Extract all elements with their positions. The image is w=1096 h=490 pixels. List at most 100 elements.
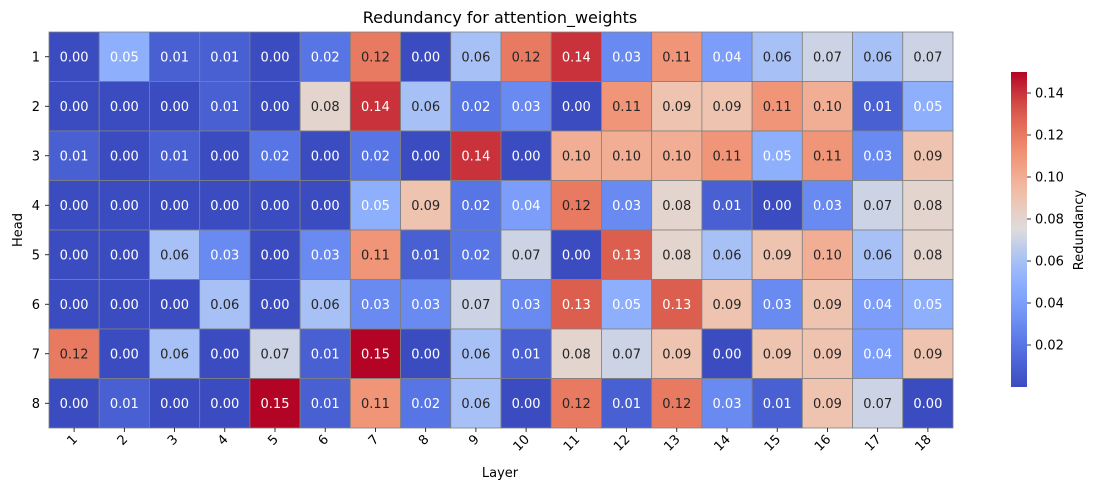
cell-value-label: 0.10	[813, 248, 842, 263]
heatmap-cell	[651, 229, 703, 280]
cell-value-label: 0.01	[110, 397, 139, 412]
cell-value-label: 0.03	[612, 50, 641, 65]
heatmap-cell	[149, 378, 201, 429]
cell-value-label: 0.00	[512, 397, 541, 412]
cell-value-label: 0.11	[813, 149, 842, 164]
x-axis-label: Layer	[482, 466, 519, 481]
heatmap-cell	[450, 279, 502, 330]
cell-value-label: 0.02	[461, 100, 490, 115]
cell-value-label: 0.09	[763, 248, 792, 263]
heatmap-cell	[249, 279, 301, 330]
cell-value-label: 0.00	[763, 199, 792, 214]
heatmap-cell	[500, 279, 552, 330]
heatmap-cell	[651, 81, 703, 132]
heatmap-cell	[550, 328, 602, 379]
heatmap-cell	[601, 378, 653, 429]
cell-value-label: 0.08	[562, 347, 591, 362]
heatmap-cell	[400, 378, 452, 429]
heatmap-cell	[701, 328, 753, 379]
cell-value-label: 0.07	[863, 199, 892, 214]
cell-value-label: 0.06	[160, 347, 189, 362]
heatmap-cell	[852, 31, 904, 82]
heatmap-cell	[199, 229, 251, 280]
cell-value-label: 0.11	[713, 149, 742, 164]
cell-value-label: 0.09	[662, 347, 691, 362]
cell-value-label: 0.02	[311, 50, 340, 65]
heatmap-cell	[852, 229, 904, 280]
heatmap-cell	[801, 180, 853, 231]
cell-value-label: 0.09	[913, 347, 942, 362]
cell-value-label: 0.01	[160, 50, 189, 65]
cell-value-label: 0.00	[210, 347, 239, 362]
heatmap-cell	[601, 130, 653, 181]
cell-value-label: 0.15	[361, 347, 390, 362]
cell-value-label: 0.00	[713, 347, 742, 362]
x-tick-label: 11	[561, 432, 583, 454]
cell-value-label: 0.00	[60, 50, 89, 65]
cell-value-label: 0.10	[562, 149, 591, 164]
heatmap-cell	[98, 229, 150, 280]
cell-value-label: 0.06	[461, 50, 490, 65]
heatmap-cell	[500, 130, 552, 181]
cell-value-label: 0.01	[210, 100, 239, 115]
cell-value-label: 0.00	[311, 199, 340, 214]
cell-value-label: 0.00	[261, 199, 290, 214]
cell-value-label: 0.06	[461, 347, 490, 362]
cell-value-label: 0.09	[411, 199, 440, 214]
heatmap-cell	[199, 378, 251, 429]
cell-value-label: 0.11	[361, 397, 390, 412]
cell-value-label: 0.01	[60, 149, 89, 164]
cell-value-label: 0.09	[813, 298, 842, 313]
cell-value-label: 0.03	[813, 199, 842, 214]
cell-value-label: 0.07	[612, 347, 641, 362]
cell-value-label: 0.01	[411, 248, 440, 263]
heatmap-cell	[249, 180, 301, 231]
x-tick-label: 10	[511, 432, 533, 454]
heatmap-cell	[801, 378, 853, 429]
x-tick-label: 17	[862, 432, 884, 454]
cell-value-label: 0.06	[763, 50, 792, 65]
heatmap-cell	[450, 378, 502, 429]
cell-value-label: 0.06	[863, 50, 892, 65]
heatmap-cell	[601, 31, 653, 82]
heatmap-cell	[801, 328, 853, 379]
heatmap-cell	[299, 279, 351, 330]
heatmap-cell	[852, 130, 904, 181]
cell-value-label: 0.03	[863, 149, 892, 164]
cell-value-label: 0.09	[913, 149, 942, 164]
y-tick-label: 5	[32, 248, 40, 263]
heatmap-cell	[48, 378, 100, 429]
heatmap-cell	[199, 328, 251, 379]
colorbar-tick-label: 0.14	[1035, 87, 1064, 102]
heatmap-cell	[601, 229, 653, 280]
cell-value-label: 0.12	[562, 397, 591, 412]
cell-value-label: 0.06	[210, 298, 239, 313]
cell-value-label: 0.00	[60, 397, 89, 412]
cell-value-label: 0.12	[361, 50, 390, 65]
heatmap-cell	[852, 279, 904, 330]
x-tick-label: 16	[812, 432, 834, 454]
cell-value-label: 0.08	[913, 248, 942, 263]
cell-value-label: 0.07	[863, 397, 892, 412]
heatmap-cell	[751, 328, 803, 379]
cell-value-label: 0.03	[361, 298, 390, 313]
cell-value-label: 0.08	[662, 199, 691, 214]
heatmap-cell	[48, 180, 100, 231]
heatmap-cell	[902, 279, 954, 330]
x-tick-label: 6	[316, 432, 332, 448]
heatmap-cell	[801, 31, 853, 82]
colorbar-tick-label: 0.08	[1035, 213, 1064, 228]
heatmap-cell	[751, 180, 803, 231]
cell-value-label: 0.00	[110, 347, 139, 362]
heatmap-cell	[299, 229, 351, 280]
cell-value-label: 0.11	[612, 100, 641, 115]
heatmap-cell	[500, 180, 552, 231]
colorbar-tick-label: 0.06	[1035, 255, 1064, 270]
cell-value-label: 0.00	[60, 298, 89, 313]
cell-value-label: 0.15	[261, 397, 290, 412]
cell-value-label: 0.00	[562, 100, 591, 115]
heatmap-cell	[48, 229, 100, 280]
heatmap-cell	[651, 180, 703, 231]
cell-value-label: 0.00	[261, 50, 290, 65]
cell-value-label: 0.00	[160, 100, 189, 115]
